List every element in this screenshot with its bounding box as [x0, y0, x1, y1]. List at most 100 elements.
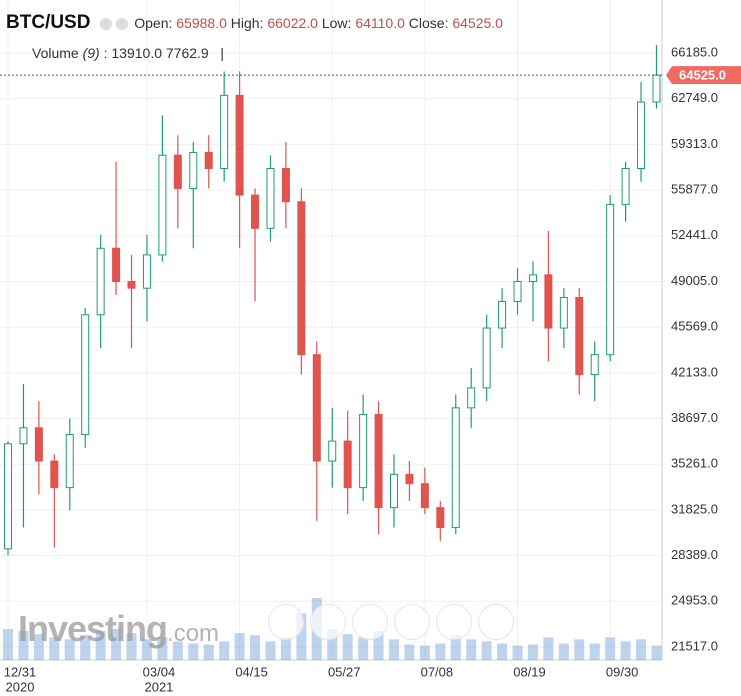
- candle-body: [312, 354, 321, 462]
- fit[interactable]: [436, 604, 472, 640]
- volume-bar: [636, 639, 647, 660]
- volume-bar: [188, 643, 199, 660]
- volume-sep: :: [103, 45, 108, 61]
- candle-body: [204, 152, 213, 169]
- candle-body: [436, 507, 445, 529]
- y-tick-label: 59313.0: [671, 136, 718, 151]
- candle-body: [281, 167, 290, 203]
- brand-suffix: .com: [167, 620, 220, 647]
- last-price-label: 64525.0: [679, 68, 726, 83]
- y-tick-label: 21517.0: [671, 638, 718, 653]
- volume-bar: [250, 635, 261, 660]
- volume-bar: [527, 644, 538, 660]
- volume-bar: [18, 631, 29, 660]
- candle-body: [390, 473, 398, 509]
- volume-bar: [126, 633, 137, 660]
- candle-body: [559, 296, 568, 329]
- volume-bar: [543, 637, 554, 660]
- candle-body: [34, 427, 43, 462]
- candle-body: [251, 194, 260, 229]
- scroll-left[interactable]: [268, 604, 304, 640]
- candle-body: [343, 440, 352, 489]
- x-tick-label: 03/04: [143, 664, 176, 679]
- volume-bar: [280, 637, 291, 660]
- y-tick-label: 24953.0: [671, 593, 718, 608]
- volume-period: (9): [82, 45, 100, 61]
- y-tick-label: 28389.0: [671, 547, 718, 562]
- ohlc-legend: BTC/USD Open: 65988.0 High: 66022.0 Low:…: [6, 12, 503, 34]
- candle-body: [50, 460, 59, 489]
- gear-icon[interactable]: [116, 18, 129, 31]
- candle-body: [374, 414, 383, 509]
- volume-bar: [358, 637, 369, 660]
- candle-body: [297, 201, 306, 356]
- x-tick-label: 12/31: [4, 664, 37, 679]
- volume-bar: [574, 639, 585, 660]
- x-year-label: 2020: [6, 679, 35, 694]
- volume-bar: [141, 639, 152, 660]
- symbol: BTC/USD: [6, 12, 91, 33]
- volume-label: Volume: [32, 45, 79, 61]
- volume-bar: [558, 643, 569, 660]
- volume-bar: [342, 634, 353, 660]
- volume-bar: [327, 629, 338, 660]
- y-tick-label: 52441.0: [671, 227, 718, 242]
- volume-bar: [203, 644, 214, 660]
- high-label: High:: [230, 15, 264, 31]
- candle-body: [652, 74, 661, 103]
- candle-body: [65, 433, 74, 489]
- volume-bar: [33, 634, 44, 660]
- open-value: 65988.0: [176, 15, 227, 31]
- y-tick-label: 55877.0: [671, 182, 718, 197]
- zoom-out[interactable]: [352, 604, 388, 640]
- reset[interactable]: [394, 604, 430, 640]
- candle-body: [142, 254, 151, 289]
- plot-bg: [0, 0, 662, 660]
- volume-bar: [111, 629, 122, 660]
- candle-body: [220, 94, 229, 169]
- candle-body: [127, 281, 136, 289]
- candle-body: [4, 443, 12, 550]
- zoom-in[interactable]: [310, 604, 346, 640]
- candle-body: [467, 387, 476, 409]
- volume-ma: 7762.9: [165, 45, 209, 61]
- volume-bar: [419, 645, 430, 660]
- candle-body: [513, 281, 522, 302]
- candle-body: [19, 427, 28, 445]
- volume-bar: [605, 637, 616, 660]
- candle-body: [158, 154, 167, 256]
- volume-bar: [620, 641, 631, 660]
- candle-body: [359, 414, 368, 489]
- volume-bar: [497, 643, 508, 660]
- close-label: Close:: [408, 15, 449, 31]
- volume-value: 13910.0: [111, 45, 162, 61]
- candle-body: [575, 296, 584, 376]
- y-tick-label: 38697.0: [671, 410, 718, 425]
- toolbar: [268, 604, 514, 640]
- volume-bar: [296, 613, 307, 660]
- watermark: Investing.com: [18, 608, 219, 650]
- volume-bar: [80, 635, 91, 660]
- scroll-right[interactable]: [478, 604, 514, 640]
- x-tick-label: 09/30: [606, 664, 639, 679]
- volume-bar: [651, 645, 662, 660]
- candle-body: [621, 167, 630, 205]
- volume-bar: [589, 643, 600, 660]
- candle-body: [266, 167, 275, 229]
- brand: Investing: [18, 608, 168, 649]
- eye-icon[interactable]: [100, 18, 113, 31]
- candle-body: [81, 314, 90, 435]
- volume-bar: [95, 631, 106, 660]
- volume-bar: [265, 641, 276, 660]
- volume-legend: Volume (9) : 13910.0 7762.9 |: [32, 45, 224, 61]
- volume-bar: [404, 644, 415, 660]
- y-tick-label: 31825.0: [671, 501, 718, 516]
- volume-end: |: [220, 45, 225, 61]
- low-label: Low:: [321, 15, 352, 31]
- candle-body: [96, 247, 105, 316]
- close-value: 64525.0: [452, 15, 503, 31]
- candle-body: [606, 203, 615, 356]
- open-label: Open:: [134, 15, 173, 31]
